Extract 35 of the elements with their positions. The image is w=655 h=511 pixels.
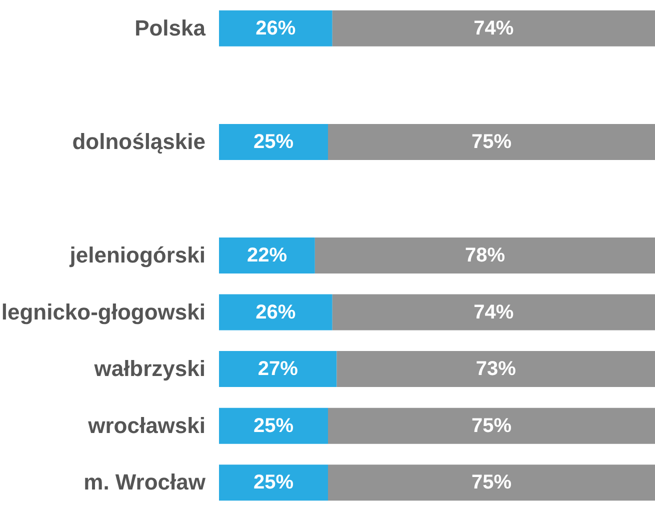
data-label: 26% [256,301,296,324]
data-label: 74% [474,17,514,40]
data-label: 26% [256,17,296,40]
y-tick-label: dolnośląskie [72,128,206,154]
data-label: 27% [258,358,298,380]
bar [219,351,337,388]
y-tick-label: wałbrzyski [93,356,206,382]
bar [219,238,315,274]
data-label: 74% [474,301,514,324]
data-label: 25% [253,414,294,437]
bar [219,10,332,46]
data-label: 73% [476,358,516,380]
bar [336,351,655,388]
bar [314,238,655,274]
data-label: 75% [471,472,512,494]
data-label: 22% [246,244,288,266]
data-label: 75% [471,130,512,153]
bar [219,464,328,501]
bar [328,408,655,444]
y-tick-label: jeleniogórski [68,242,206,268]
data-label: 25% [253,130,294,153]
bar [328,124,655,160]
bar [219,294,332,330]
bar [219,124,328,160]
bar [328,464,655,501]
bar [219,408,328,444]
data-label: 25% [253,472,294,494]
bar [332,294,655,330]
y-tick-label: m. Wrocław [84,470,206,495]
y-tick-label: legnicko-głogowski [1,299,206,324]
y-tick-label: wrocławski [87,412,206,438]
y-tick-label: Polska [134,15,206,40]
data-label: 75% [471,414,512,437]
bar [332,10,655,46]
data-label: 78% [464,244,506,266]
